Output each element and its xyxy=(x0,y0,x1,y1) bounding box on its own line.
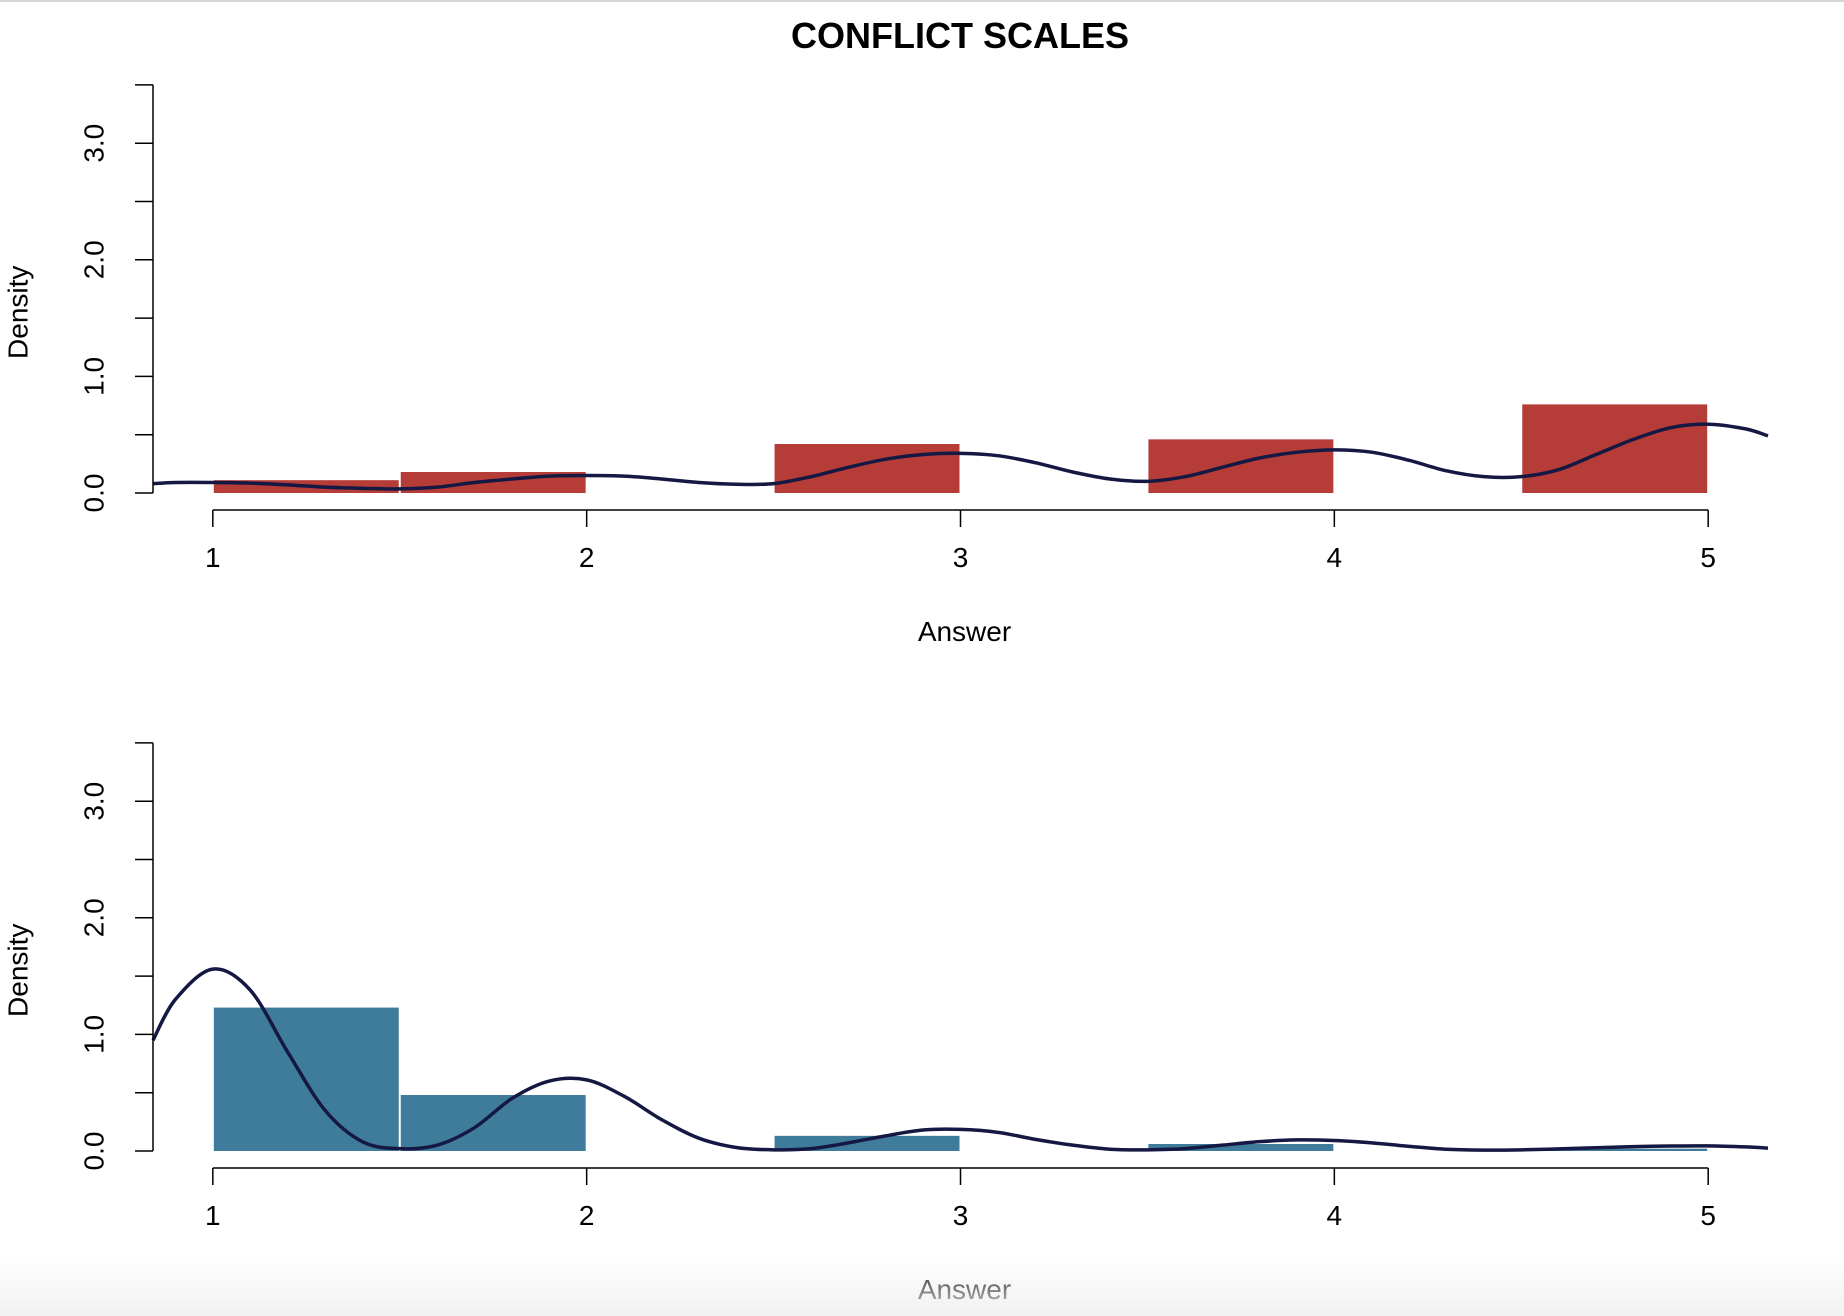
panel-2-y-tick-label: 3.0 xyxy=(78,782,109,821)
panel-2-x-tick-label: 1 xyxy=(205,1200,221,1231)
panel-2-histogram-bar xyxy=(1522,1148,1708,1151)
panel-2-x-axis-label: Answer xyxy=(918,1274,1011,1305)
panel-2-x-tick-label: 3 xyxy=(953,1200,969,1231)
panel-1-y-tick-label: 3.0 xyxy=(78,124,109,163)
window-top-border xyxy=(0,0,1844,2)
panel-2-density-curve xyxy=(151,967,1769,1152)
panel-2-x-tick-label: 5 xyxy=(1700,1200,1716,1231)
panel-2-x-tick-label: 4 xyxy=(1327,1200,1343,1231)
panel-2-y-tick-label: 1.0 xyxy=(78,1015,109,1054)
chart-title: CONFLICT SCALES xyxy=(791,15,1129,56)
panel-1-x-tick-label: 4 xyxy=(1327,542,1343,573)
panel-1-x-tick-label: 2 xyxy=(579,542,595,573)
panel-2-y-tick-label: 0.0 xyxy=(78,1132,109,1171)
panel-1-x-tick-label: 1 xyxy=(205,542,221,573)
panel-2-histogram-bar xyxy=(213,1007,399,1151)
panel-2-y-tick-label: 2.0 xyxy=(78,898,109,937)
panel-1-density-curve xyxy=(152,422,1769,491)
panel-1-histogram-bar xyxy=(1522,404,1708,493)
panel-1-x-tick-label: 5 xyxy=(1700,542,1716,573)
panel-1-x-tick-label: 3 xyxy=(953,542,969,573)
panel-1-y-tick-label: 0.0 xyxy=(78,474,109,513)
panel-1-y-tick-label: 1.0 xyxy=(78,357,109,396)
panel-1-x-axis-label: Answer xyxy=(918,616,1011,647)
panel-2-y-axis-label: Density xyxy=(2,924,33,1017)
panel-2-histogram-bar xyxy=(1148,1144,1334,1151)
panel-1-y-axis-label: Density xyxy=(2,266,33,359)
panel-2-x-tick-label: 2 xyxy=(579,1200,595,1231)
panel-2-histogram-bar xyxy=(400,1095,586,1151)
panel-1-histogram-bar xyxy=(774,444,960,493)
panel-1-y-tick-label: 2.0 xyxy=(78,240,109,279)
panel-1-histogram-bar xyxy=(1148,439,1334,493)
